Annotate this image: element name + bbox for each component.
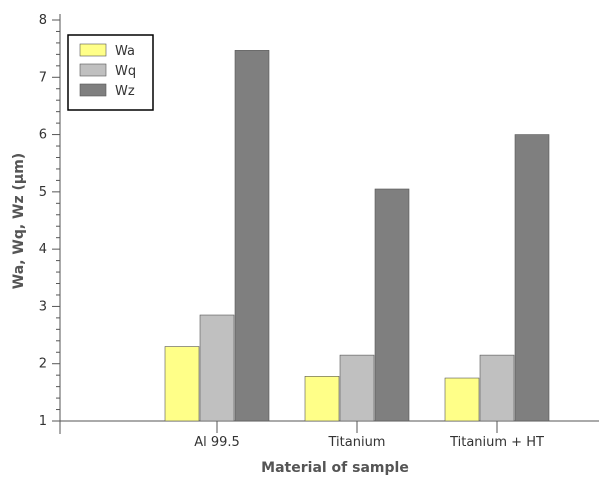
bar-wq-1 [199, 314, 235, 422]
x-tick-labels: Al 99.5 Titanium Titanium + HT [194, 435, 544, 450]
bar-wq-3 [479, 354, 515, 422]
y-tick-label: 8 [39, 13, 47, 28]
bar-wa-1 [164, 346, 200, 422]
x-axis-title: Material of sample [261, 460, 409, 476]
bar-wz-3 [514, 134, 550, 422]
legend-swatch-wa [79, 43, 107, 57]
legend-label-wz: Wz [115, 84, 135, 99]
legend-swatch-wz [79, 83, 107, 97]
bar-wz-1 [234, 50, 270, 422]
bars [164, 50, 550, 422]
y-tick-label: 7 [39, 70, 47, 85]
y-tick-label: 3 [39, 299, 47, 314]
y-tick-label: 4 [39, 242, 47, 257]
legend-label-wq: Wq [115, 64, 136, 79]
y-tick-label: 6 [39, 128, 47, 143]
y-tick-label: 1 [39, 414, 47, 429]
y-tick-label: 5 [39, 185, 47, 200]
legend: Wa Wq Wz [67, 34, 154, 111]
legend-label-wa: Wa [115, 44, 135, 59]
bar-wa-3 [444, 377, 480, 422]
bar-wz-2 [374, 188, 410, 422]
x-tick-label: Titanium [328, 435, 386, 450]
legend-swatch-wq [79, 63, 107, 77]
y-axis-title: Wa, Wq, Wz (µm) [11, 153, 27, 289]
bar-wq-2 [339, 354, 375, 422]
y-tick-label: 2 [39, 357, 47, 372]
x-tick-label: Titanium + HT [449, 435, 544, 450]
y-tick-labels: 1 2 3 4 5 6 7 8 [39, 13, 47, 429]
bar-wa-2 [304, 376, 340, 422]
x-tick-label: Al 99.5 [194, 435, 240, 450]
